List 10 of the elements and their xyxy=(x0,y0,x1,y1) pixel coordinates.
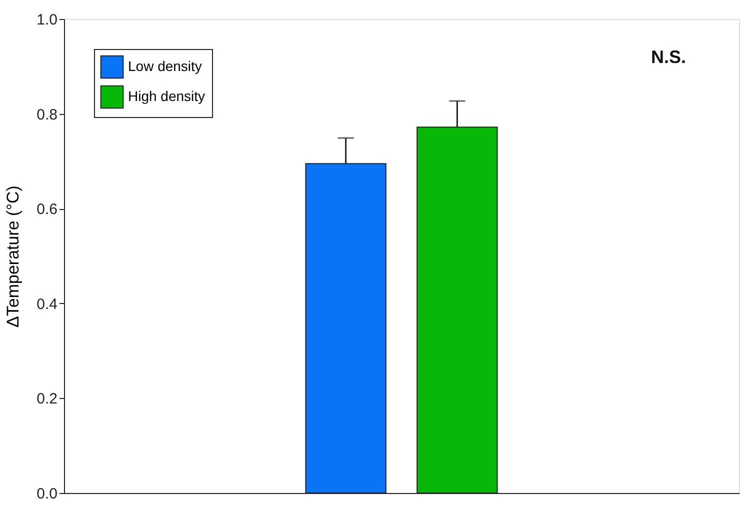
legend-label: Low density xyxy=(128,58,202,74)
annotation: N.S. xyxy=(650,47,686,67)
y-tick-label: 1.0 xyxy=(36,12,58,28)
y-tick-label: 0.6 xyxy=(36,201,58,218)
y-tick-label: 0.8 xyxy=(36,106,58,124)
y-tick-label: 0.0 xyxy=(36,486,58,502)
y-axis-title: ΔTemperature (°C) xyxy=(4,186,23,328)
legend-label: High density xyxy=(128,88,206,104)
y-tick-label: 0.2 xyxy=(36,390,58,408)
y-tick-label: 0.4 xyxy=(36,296,58,313)
